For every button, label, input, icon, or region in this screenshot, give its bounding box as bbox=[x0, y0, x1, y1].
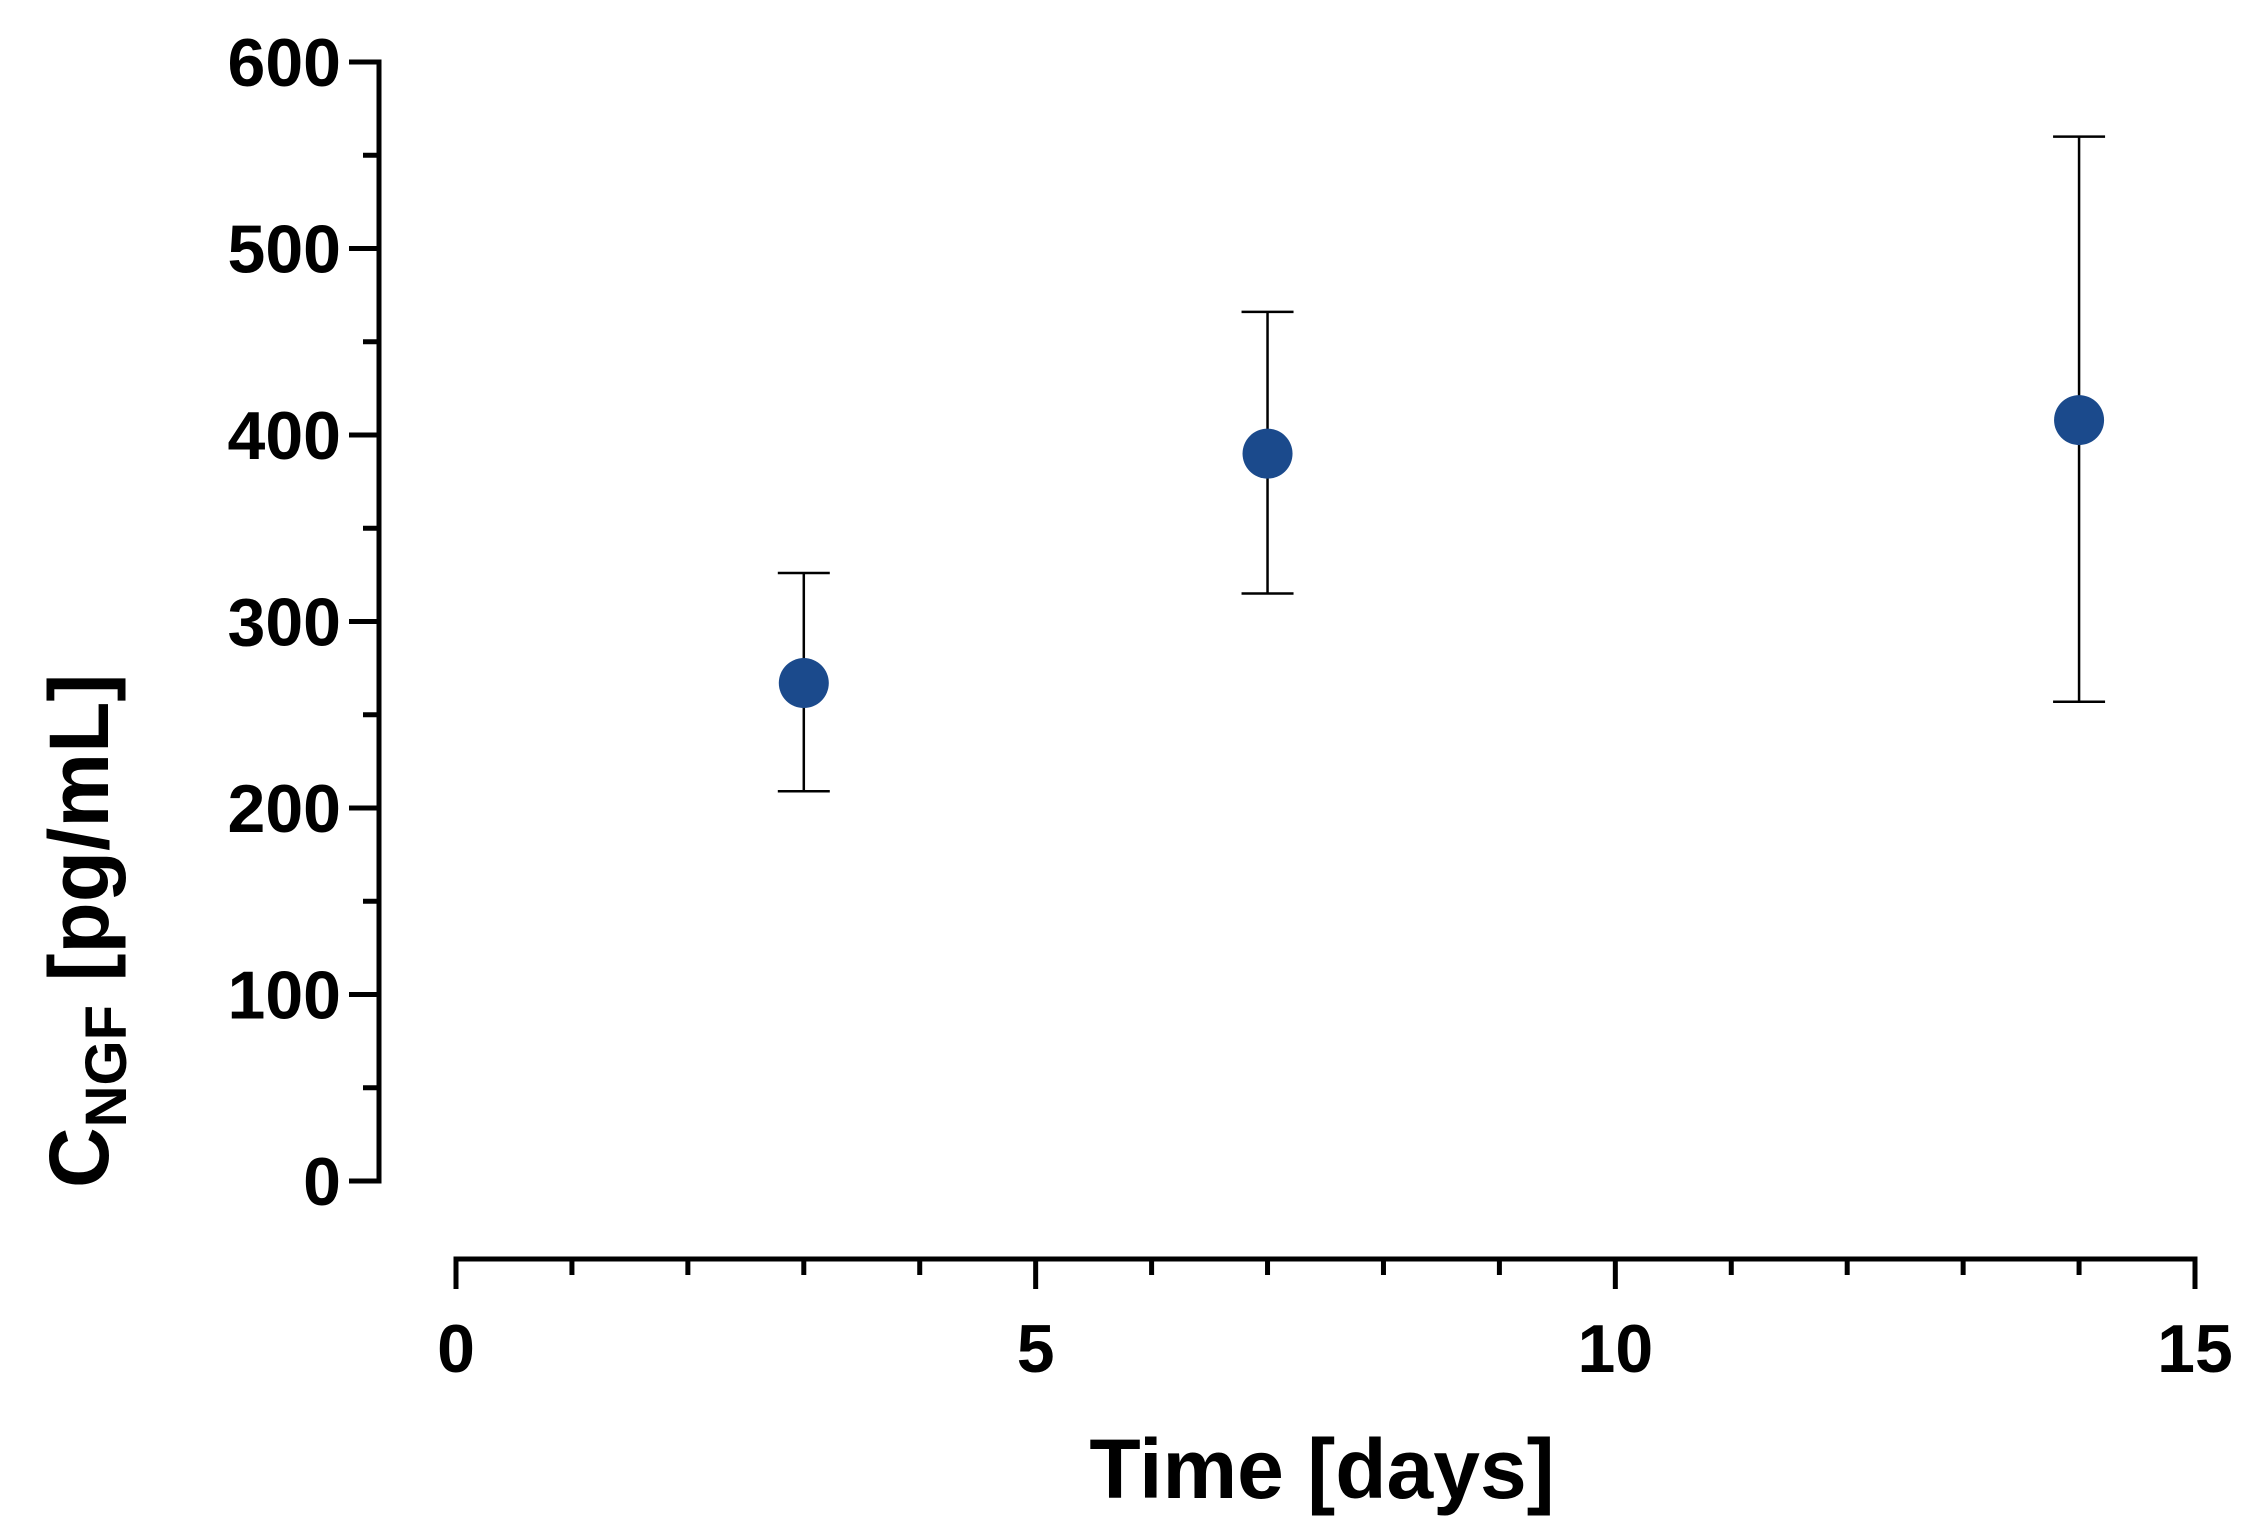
y-axis-title-base: C bbox=[32, 1127, 126, 1188]
y-axis-title-unit: [pg/mL] bbox=[32, 674, 126, 1005]
y-tick-label: 500 bbox=[228, 212, 341, 288]
y-tick-label: 300 bbox=[228, 585, 341, 661]
y-tick-label: 100 bbox=[228, 958, 341, 1034]
data-point bbox=[778, 658, 829, 709]
x-axis-title: Time [days] bbox=[1089, 1422, 1554, 1516]
x-tick-label: 0 bbox=[437, 1311, 475, 1387]
y-tick-label: 600 bbox=[228, 25, 341, 101]
y-tick-label: 0 bbox=[303, 1144, 341, 1220]
y-tick-label: 400 bbox=[228, 398, 341, 474]
y-axis-title-subscript: NGF bbox=[74, 1005, 139, 1127]
x-axis: 0 5 10 15 bbox=[437, 1256, 2233, 1387]
y-axis: 0 100 200 300 400 500 600 bbox=[228, 25, 382, 1220]
x-tick-label: 10 bbox=[1578, 1311, 1654, 1387]
y-axis-title: CNGF [pg/mL] bbox=[32, 674, 139, 1188]
x-tick-label: 15 bbox=[2157, 1311, 2233, 1387]
y-tick-label: 200 bbox=[228, 771, 341, 847]
data-marks bbox=[777, 135, 2106, 793]
data-point bbox=[2054, 395, 2105, 446]
data-point bbox=[1242, 428, 1293, 479]
x-tick-label: 5 bbox=[1017, 1311, 1055, 1387]
svg-text:CNGF [pg/mL]: CNGF [pg/mL] bbox=[32, 674, 139, 1188]
